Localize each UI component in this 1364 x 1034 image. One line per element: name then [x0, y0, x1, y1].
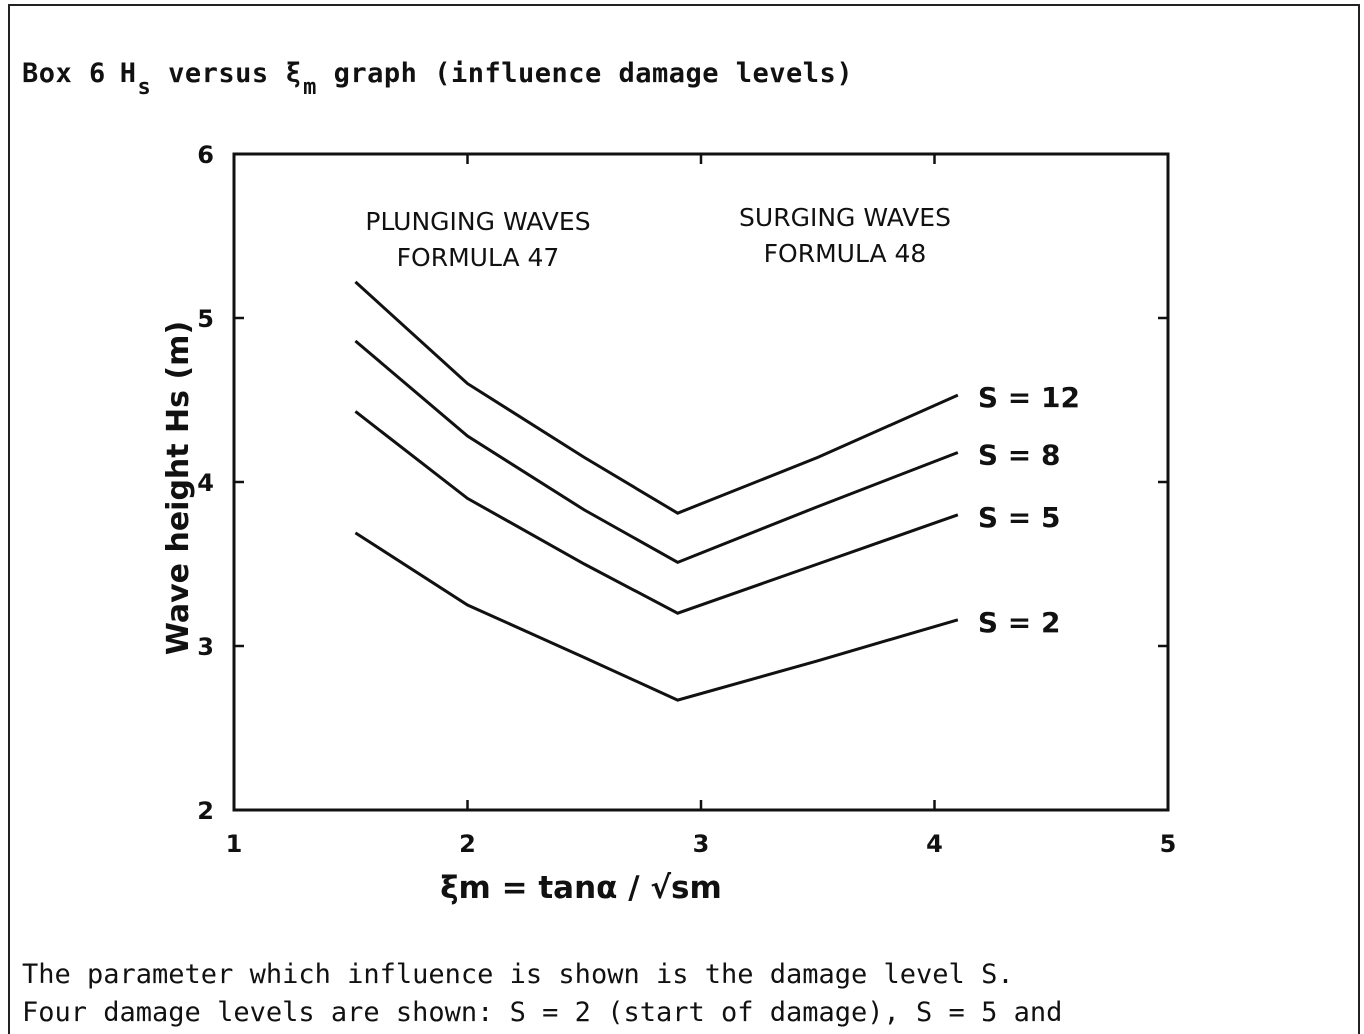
- series-line: [354, 531, 959, 702]
- region-label: SURGING WAVES: [739, 203, 951, 232]
- versus-word: versus: [168, 58, 269, 89]
- region-formula-label: FORMULA 48: [764, 239, 927, 268]
- xi-symbol: ξ: [285, 58, 303, 89]
- x-tick-label: 5: [1160, 830, 1177, 858]
- series-line: [354, 410, 959, 615]
- y-tick-label: 6: [197, 141, 214, 169]
- xi-subscript: m: [303, 75, 317, 100]
- series-line: [354, 339, 959, 565]
- x-tick-label: 2: [459, 830, 476, 858]
- title-rest: graph (influence damage levels): [333, 58, 854, 89]
- series-label: S = 8: [978, 438, 1061, 471]
- caption: The parameter which influence is shown i…: [22, 956, 1062, 1032]
- h-symbol: H: [119, 58, 137, 89]
- y-tick-label: 4: [197, 469, 214, 497]
- series-line: [354, 280, 959, 515]
- y-axis-label: Wave height Hs (m): [161, 321, 196, 655]
- caption-line-2: Four damage levels are shown: S = 2 (sta…: [22, 997, 1063, 1028]
- series-label: S = 5: [978, 501, 1061, 534]
- x-axis-label: ξm = tanα / √sm: [440, 870, 722, 906]
- box-title: Box 6 Hs versus ξm graph (influence damag…: [22, 58, 854, 100]
- x-tick-label: 3: [693, 830, 710, 858]
- box-frame: [8, 4, 1360, 1034]
- y-tick-label: 5: [197, 305, 214, 333]
- region-formula-label: FORMULA 47: [397, 243, 560, 272]
- plot-frame: [232, 152, 1170, 812]
- y-tick-label: 2: [197, 797, 214, 825]
- caption-line-1: The parameter which influence is shown i…: [22, 959, 1014, 990]
- region-label: PLUNGING WAVES: [365, 207, 590, 236]
- box-label: Box 6: [22, 58, 106, 89]
- x-tick-label: 4: [926, 830, 943, 858]
- series-label: S = 12: [978, 381, 1080, 414]
- series-label: S = 2: [978, 606, 1061, 639]
- y-tick-label: 3: [197, 633, 214, 661]
- h-subscript: s: [137, 75, 152, 100]
- x-tick-label: 1: [226, 830, 243, 858]
